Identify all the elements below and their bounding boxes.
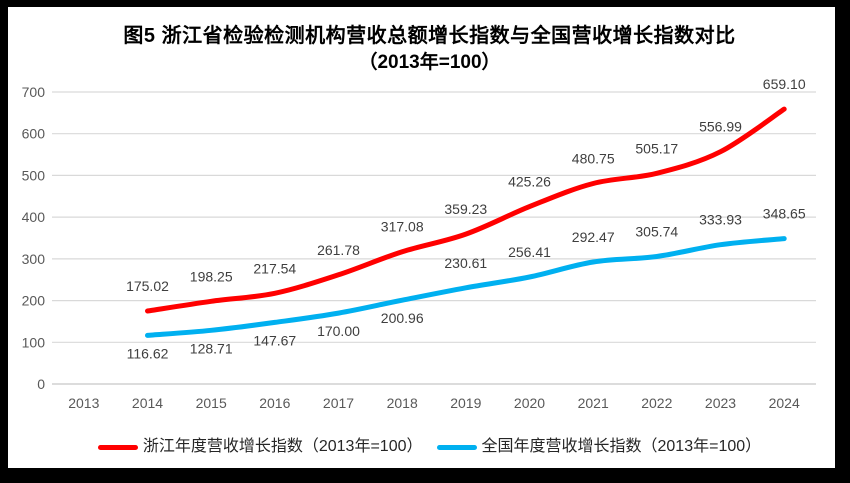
data-label-zhejiang-2014: 175.02 [126,278,169,294]
data-label-national-2021: 292.47 [572,229,615,245]
y-tick-label: 700 [22,84,46,100]
data-label-zhejiang-2024: 659.10 [763,76,806,92]
y-tick-label: 500 [22,167,46,183]
legend-swatch-zhejiang-icon [97,444,138,450]
data-label-national-2018: 200.96 [381,310,424,326]
data-label-national-2017: 170.00 [317,323,360,339]
data-label-national-2023: 333.93 [699,212,742,228]
chart-title-line2: （2013年=100） [358,52,501,73]
data-label-zhejiang-2023: 556.99 [699,119,742,135]
legend: 浙江年度营收增长指数（2013年=100） 全国年度营收增长指数（2013年=1… [16,436,843,458]
x-tick-label: 2019 [450,395,481,411]
legend-swatch-national-icon [436,444,477,450]
data-label-national-2014: 116.62 [127,345,169,361]
x-tick-label: 2022 [641,395,672,411]
series-line-zhejiang [145,106,787,314]
x-tick-label: 2021 [578,395,609,411]
legend-item-zhejiang: 浙江年度营收增长指数（2013年=100） [97,436,423,458]
data-label-zhejiang-2021: 480.75 [572,151,615,167]
x-tick-label: 2023 [705,395,736,411]
data-label-zhejiang-2019: 359.23 [444,201,487,217]
data-label-zhejiang-2017: 261.78 [317,242,360,258]
x-tick-label: 2014 [132,395,163,411]
data-label-national-2015: 128.71 [190,340,233,356]
x-tick-label: 2018 [387,395,418,411]
chart-canvas: 图5 浙江省检验检测机构营收总额增长指数与全国营收增长指数对比 （2013年=1… [8,7,835,468]
y-tick-label: 100 [22,334,46,350]
y-tick-label: 400 [22,209,46,225]
x-tick-label: 2015 [196,395,227,411]
x-tick-label: 2013 [68,395,99,411]
data-label-zhejiang-2015: 198.25 [190,268,233,284]
y-tick-label: 300 [22,251,46,267]
series-line-national [145,236,787,338]
data-label-national-2020: 256.41 [508,244,551,260]
data-label-national-2016: 147.67 [253,332,296,348]
legend-label-zhejiang: 浙江年度营收增长指数（2013年=100） [142,438,423,455]
data-label-zhejiang-2020: 425.26 [508,174,551,190]
data-label-zhejiang-2022: 505.17 [635,140,678,156]
chart-title-line1: 图5 浙江省检验检测机构营收总额增长指数与全国营收增长指数对比 [123,25,736,47]
legend-label-national: 全国年度营收增长指数（2013年=100） [481,438,762,455]
data-label-national-2022: 305.74 [635,224,678,240]
data-label-zhejiang-2016: 217.54 [253,260,296,276]
y-tick-label: 200 [22,293,46,309]
data-label-zhejiang-2018: 317.08 [381,219,424,235]
x-tick-label: 2017 [323,395,354,411]
legend-item-national: 全国年度营收增长指数（2013年=100） [436,436,762,458]
x-tick-label: 2024 [769,395,800,411]
chart-title: 图5 浙江省检验检测机构营收总额增长指数与全国营收增长指数对比 （2013年=1… [16,23,843,75]
y-tick-label: 600 [22,126,46,142]
x-tick-label: 2020 [514,395,545,411]
x-tick-label: 2016 [259,395,290,411]
data-label-national-2019: 230.61 [444,255,487,271]
data-label-national-2024: 348.65 [763,206,806,222]
y-tick-label: 0 [37,376,45,392]
